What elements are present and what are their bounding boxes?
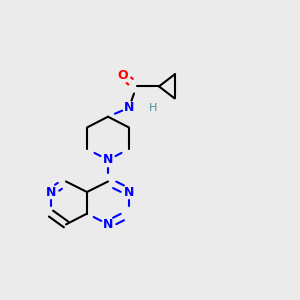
Text: N: N xyxy=(124,185,134,199)
Text: N: N xyxy=(103,218,113,231)
Text: O: O xyxy=(118,69,128,82)
Text: H: H xyxy=(149,103,157,113)
Text: N: N xyxy=(124,101,134,114)
Text: N: N xyxy=(103,153,113,167)
Text: N: N xyxy=(46,185,56,199)
